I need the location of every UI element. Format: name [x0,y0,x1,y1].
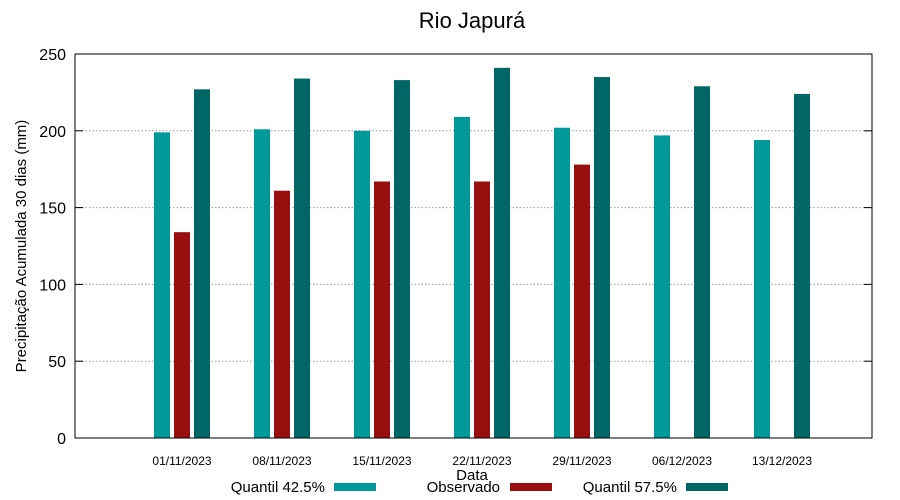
legend: Quantil 42.5% Observado Quantil 57.5% [231,479,728,496]
x-axis-label: Data [456,467,488,484]
bar-quantil-42 [454,116,470,438]
bar-observado [474,181,490,438]
legend-label: Quantil 57.5% [583,479,677,496]
bar-quantil-57 [794,93,810,438]
y-tick-label: 150 [39,201,66,218]
y-tick-label: 200 [39,124,66,141]
y-tick-label: 50 [48,354,66,371]
bar-quantil-57 [394,80,410,438]
x-tick-label: 08/11/2023 [252,454,311,468]
x-tick-label: 29/11/2023 [552,454,611,468]
bar-quantil-42 [554,127,570,438]
bar-observado [574,164,590,439]
legend-label: Observado [427,479,500,496]
x-tick-label: 01/11/2023 [152,454,211,468]
y-axis-ticks: 0 50 100 150 200 250 [39,47,872,448]
bar-quantil-57 [194,89,210,438]
bar-quantil-42 [654,135,670,438]
bars [154,67,810,439]
bar-quantil-42 [154,132,170,438]
bar-observado [174,232,190,438]
y-axis-label: Precipitação Acumulada 30 dias (mm) [13,120,30,373]
bar-quantil-57 [494,67,510,438]
bar-quantil-57 [294,78,310,439]
bar-quantil-57 [694,86,710,439]
plot-frame [74,53,873,439]
x-tick-label: 15/11/2023 [352,454,411,468]
legend-swatch [334,483,376,491]
bar-quantil-57 [594,77,610,438]
x-tick-label: 13/12/2023 [752,454,812,468]
y-tick-label: 250 [39,47,66,64]
y-tick-label: 100 [39,277,66,294]
chart-title: Rio Japurá [419,8,526,33]
bar-observado [374,181,390,438]
y-tick-label: 0 [57,431,66,448]
bar-observado [274,190,290,438]
legend-swatch [510,483,552,491]
x-tick-label: 22/11/2023 [452,454,511,468]
legend-swatch [686,483,728,491]
bar-quantil-42 [254,129,270,438]
x-tick-label: 06/12/2023 [652,454,712,468]
bar-quantil-42 [754,140,770,439]
legend-label: Quantil 42.5% [231,479,325,496]
bar-quantil-42 [354,130,370,439]
x-axis-ticks: 01/11/2023 08/11/2023 15/11/2023 22/11/2023… [152,454,812,468]
